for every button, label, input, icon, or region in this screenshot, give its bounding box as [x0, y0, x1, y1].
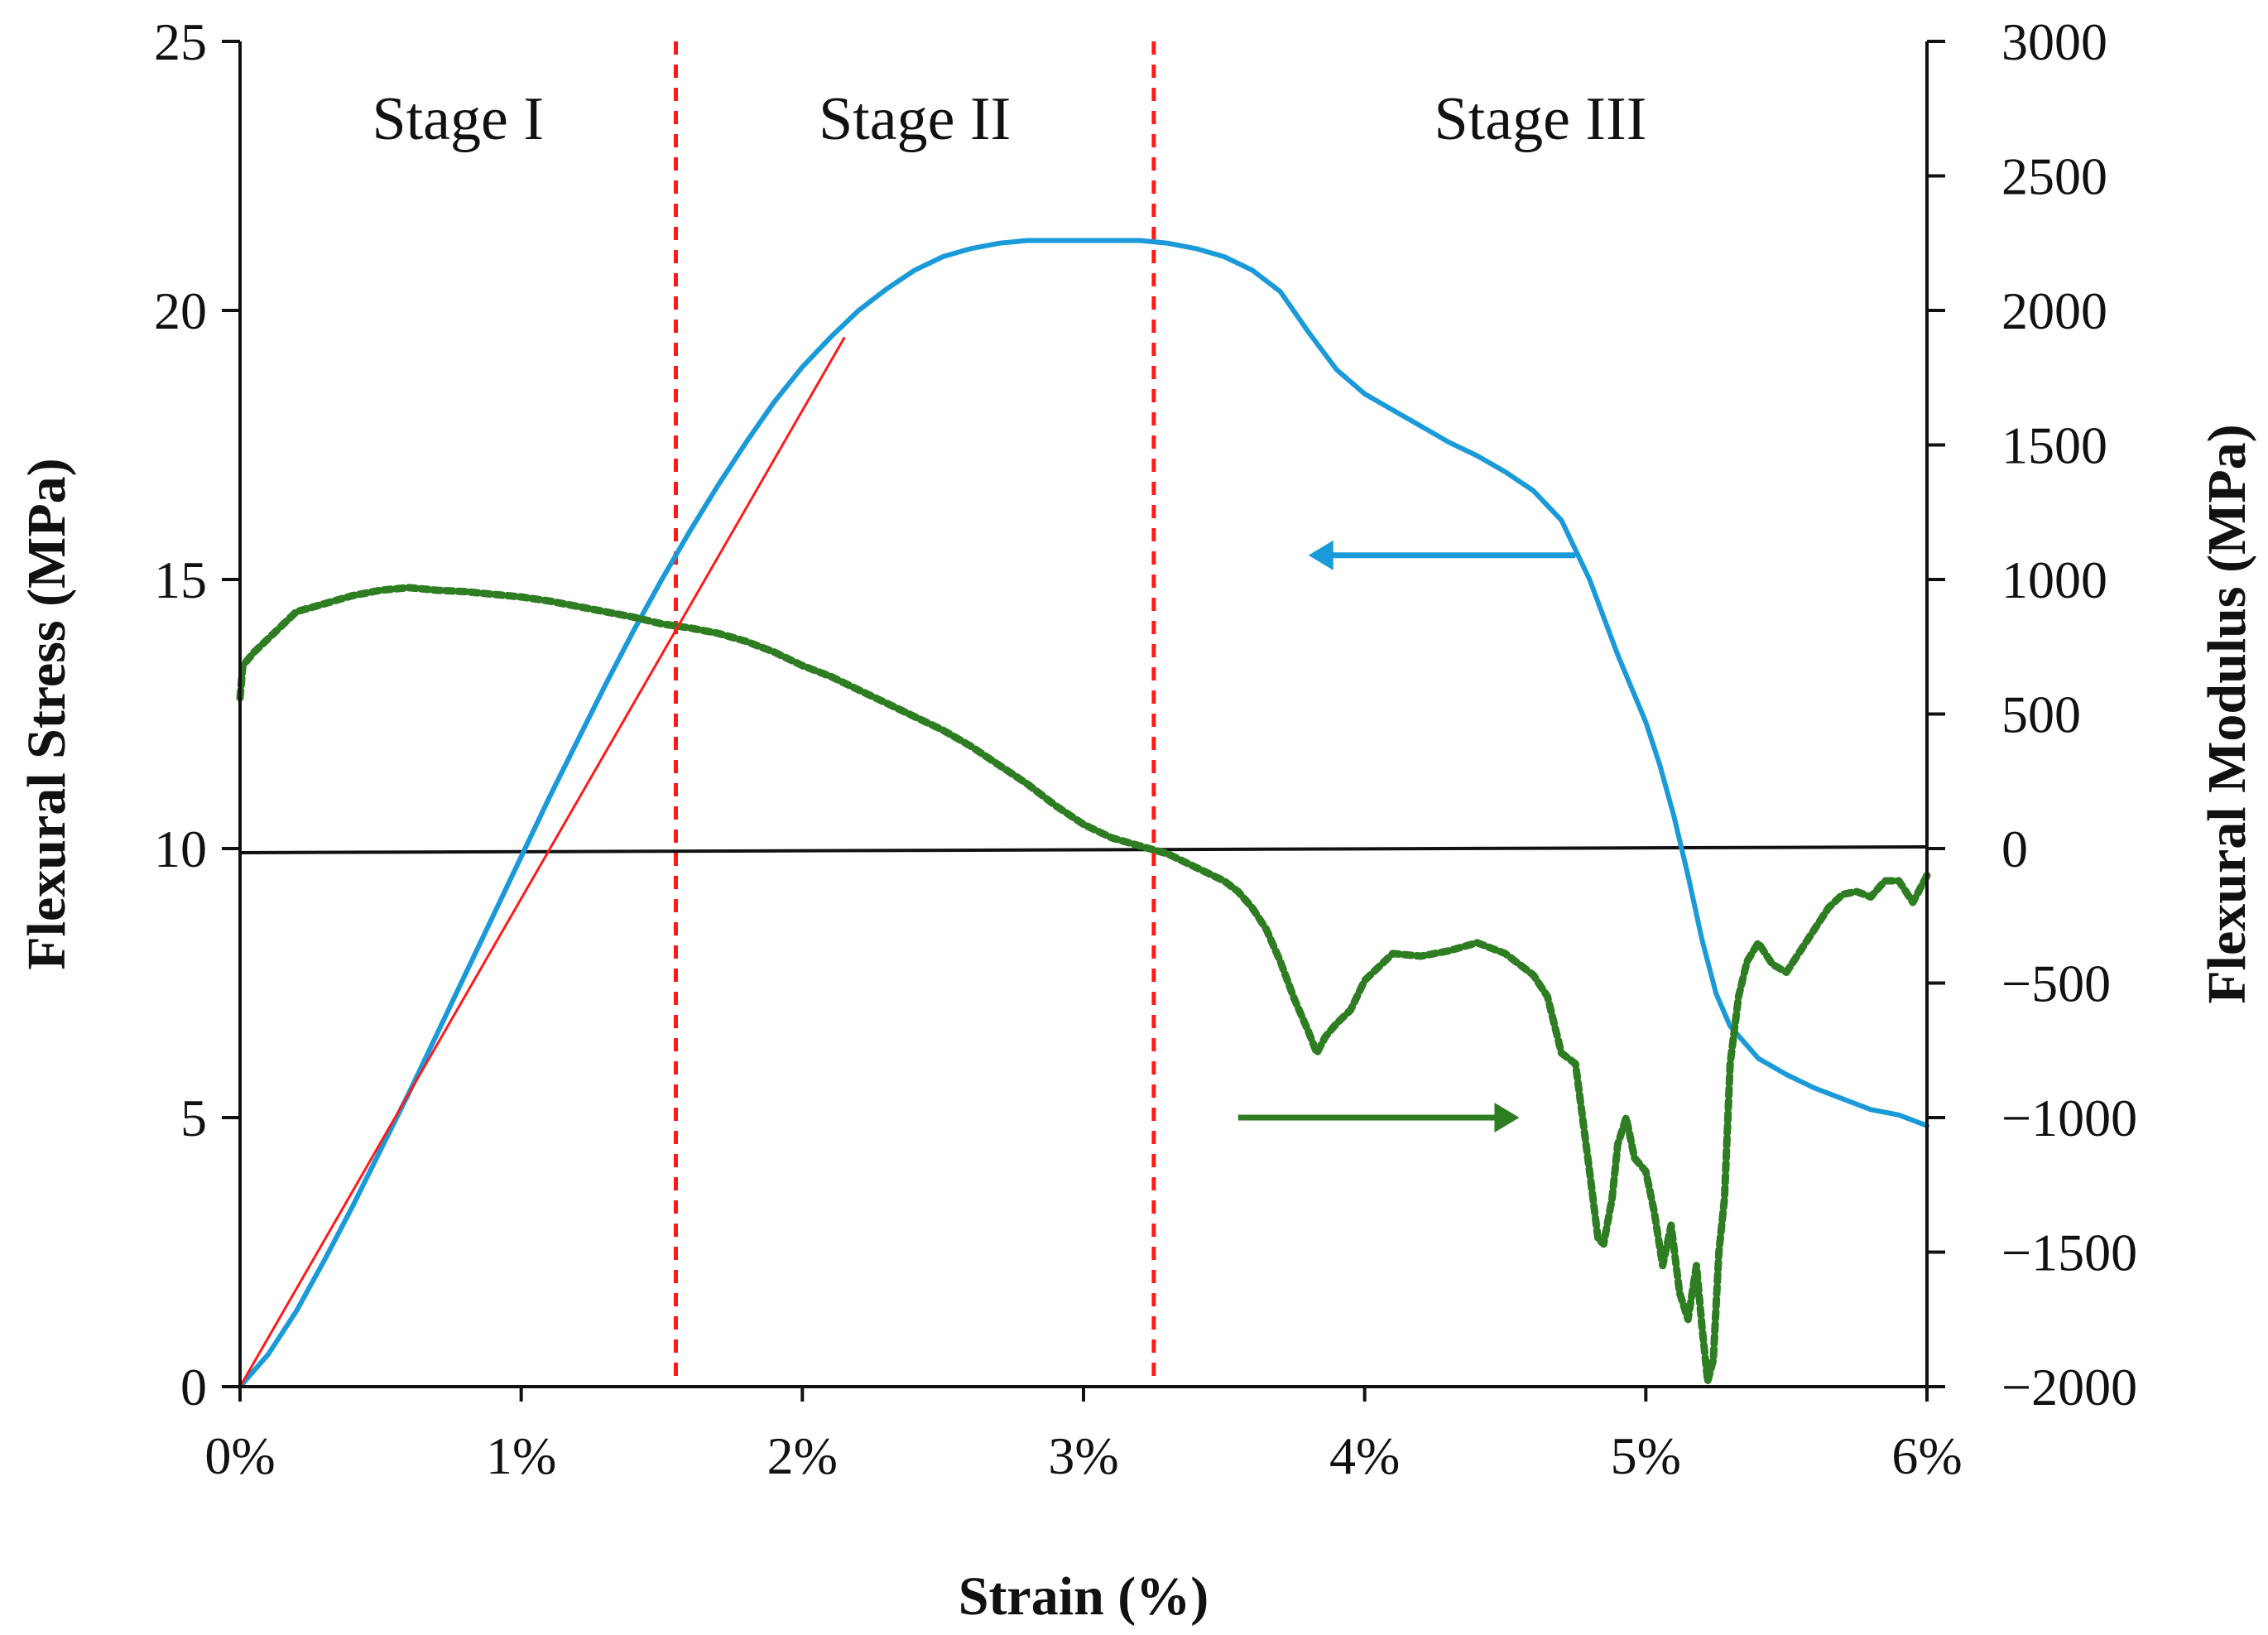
y-tick-label-left: 25 [154, 12, 207, 71]
modulus-axis-arrow-head [1494, 1103, 1520, 1132]
y-tick-label-right: −1000 [2001, 1089, 2137, 1147]
y-tick-label-right: 1500 [2001, 416, 2107, 475]
y-tick-label-left: 20 [154, 281, 207, 340]
y-tick-label-left: 5 [180, 1089, 207, 1147]
y-tick-label-right: 0 [2001, 820, 2028, 878]
flexural-stress-series-line [238, 238, 1929, 1389]
stage-label: Stage III [1434, 85, 1647, 153]
y-tick-label-left: 0 [180, 1358, 207, 1416]
x-tick-label: 3% [1048, 1426, 1118, 1485]
x-tick-label: 0% [204, 1426, 275, 1485]
x-tick-label: 2% [767, 1426, 838, 1485]
x-tick-label: 4% [1329, 1426, 1400, 1485]
y-axis-title-left: Flexural Stress (MPa) [17, 458, 77, 969]
stage-boundaries [673, 41, 1156, 1387]
y-tick-label-right: −1500 [2001, 1224, 2137, 1282]
stress-axis-arrow-head [1308, 540, 1333, 570]
y-tick-label-right: 2000 [2001, 281, 2107, 340]
x-axis-title: Strain (%) [959, 1566, 1208, 1627]
modulus-zero-line-group [239, 845, 1928, 854]
y-tick-label-right: 3000 [2001, 12, 2107, 71]
y-tick-label-right: −500 [2001, 955, 2111, 1013]
series-group [236, 238, 1931, 1389]
annotations-group [238, 336, 1576, 1387]
y-axis-title-right: Flexural Modulus (MPa) [2197, 424, 2257, 1003]
initial-slope-tangent-line [238, 336, 846, 1387]
axes-group [222, 40, 1945, 1402]
x-tick-label: 6% [1891, 1426, 1962, 1485]
modulus-zero-line [239, 845, 1928, 854]
text-group: Strain (%) Flexural Stress (MPa) Flexura… [17, 12, 2257, 1627]
y-tick-label-right: 1000 [2001, 551, 2107, 609]
x-tick-label: 5% [1611, 1426, 1681, 1485]
y-tick-label-left: 15 [154, 551, 207, 609]
x-tick-label: 1% [486, 1426, 556, 1485]
y-tick-label-right: 2500 [2001, 147, 2107, 206]
y-tick-label-right: 500 [2001, 685, 2081, 744]
stage-label: Stage II [819, 85, 1011, 153]
stage-label: Stage I [372, 85, 544, 153]
y-tick-label-left: 10 [154, 820, 207, 878]
flexural-modulus-series-line [236, 584, 1931, 1385]
y-tick-label-right: −2000 [2001, 1358, 2137, 1416]
